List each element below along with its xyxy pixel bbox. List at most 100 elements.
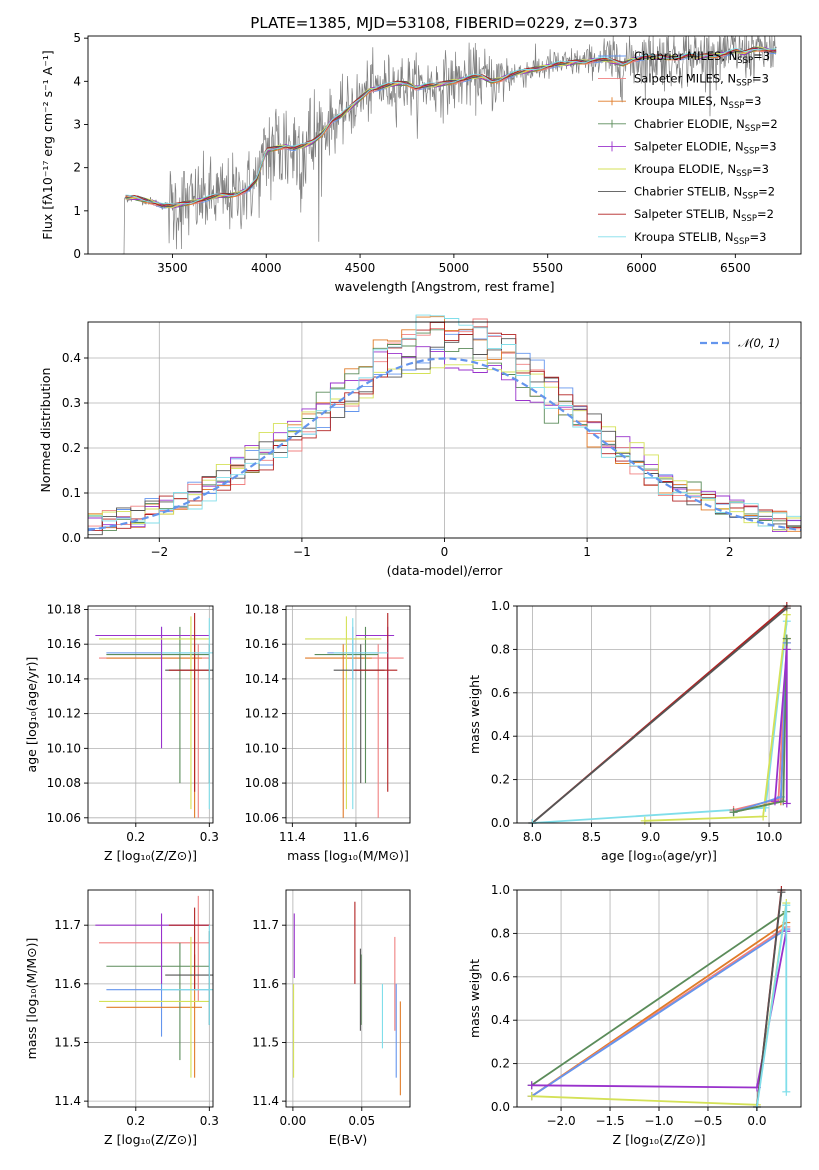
y-tick-label: 1.0 <box>491 599 510 613</box>
x-tick-label: 11.4 <box>279 830 306 844</box>
x-tick-label: 0.2 <box>126 1114 145 1128</box>
y-tick-label: 10.12 <box>47 707 81 721</box>
residuals-xlabel: (data-model)/error <box>387 563 504 578</box>
legend-label-text: Chabrier ELODIE, N <box>634 117 745 131</box>
x-tick-label: 5000 <box>439 261 470 275</box>
legend-label-chabrier_stelib: Chabrier STELIB, NSSP=2 <box>634 185 775 202</box>
x-tick-label: −1 <box>293 545 311 559</box>
weight-line-chabrier_stelib <box>756 892 783 1108</box>
y-tick-label: 0.4 <box>491 1013 510 1027</box>
legend-subscript: SSP <box>736 169 752 179</box>
legend-label-text: Chabrier MILES, N <box>634 49 737 63</box>
legend-label-salpeter_stelib: Salpeter STELIB, NSSP=2 <box>634 207 774 224</box>
y-tick-label: 0.6 <box>491 970 510 984</box>
ebv_vs_mass-frame <box>285 889 411 1108</box>
legend-nssp-value: =3 <box>744 94 761 108</box>
legend-nssp-value: =2 <box>761 117 778 131</box>
ebv_vs_mass-xlabel: E(B-V) <box>329 1132 368 1147</box>
legend-label-text: Kroupa STELIB, N <box>634 230 734 244</box>
weight-line-chabrier_stelib <box>531 607 788 824</box>
legend-label-text: Kroupa MILES, N <box>634 94 729 108</box>
model-line-kroupa_stelib <box>125 47 777 205</box>
x-tick-label: 2 <box>726 545 734 559</box>
legend-label-kroupa_miles: Kroupa MILES, NSSP=3 <box>634 94 761 111</box>
y-tick-label: 11.6 <box>252 977 279 991</box>
y-tick-label: 10.10 <box>245 741 279 755</box>
y-tick-label: 0.1 <box>62 486 81 500</box>
x-tick-label: 6500 <box>720 261 751 275</box>
z_vs_weight-ylabel: mass weight <box>467 959 482 1038</box>
z_vs_mass-frame <box>87 889 214 1108</box>
legend-label-salpeter_miles: Salpeter MILES, NSSP=3 <box>634 72 769 89</box>
x-tick-label: 1 <box>583 545 591 559</box>
y-tick-label: 10.14 <box>245 672 279 686</box>
weight-line-chabrier_elodie <box>531 910 787 1087</box>
legend-subscript: SSP <box>745 124 761 134</box>
x-tick-label: 4500 <box>345 261 376 275</box>
legend-subscript: SSP <box>742 192 758 202</box>
y-tick-label: 1.0 <box>491 883 510 897</box>
x-tick-label: 0.05 <box>348 1114 375 1128</box>
legend-subscript: SSP <box>729 101 745 111</box>
x-tick-label: 9.5 <box>700 830 719 844</box>
legend-nssp-value: =3 <box>753 49 770 63</box>
y-tick-label: 0 <box>73 247 81 261</box>
legend-label-text: Salpeter ELODIE, N <box>634 139 744 153</box>
legend-label-text: Salpeter STELIB, N <box>634 207 741 221</box>
legend-nssp-value: =3 <box>749 230 766 244</box>
x-tick-label: 3500 <box>157 261 188 275</box>
x-tick-label: 0 <box>441 545 449 559</box>
y-tick-label: 11.5 <box>252 1035 279 1049</box>
y-tick-label: 0.8 <box>491 642 510 656</box>
y-tick-label: 0.8 <box>491 926 510 940</box>
x-tick-label: 0.2 <box>126 830 145 844</box>
residual-histogram-chabrier_stelib <box>88 334 801 536</box>
x-tick-label: −1.0 <box>644 1114 673 1128</box>
z_vs_weight-xlabel: Z [log₁₀(Z/Z⊙)] <box>613 1132 706 1147</box>
legend-label-text: Chabrier STELIB, N <box>634 185 742 199</box>
y-tick-label: 0.2 <box>62 441 81 455</box>
residual-histogram-salpeter_stelib <box>88 321 801 532</box>
legend-nssp-value: =2 <box>758 185 775 199</box>
y-tick-label: 10.18 <box>47 602 81 616</box>
y-tick-label: 10.12 <box>245 707 279 721</box>
normal-distribution-line <box>87 357 802 532</box>
y-tick-label: 10.06 <box>47 811 81 825</box>
z_vs_age-frame <box>87 605 214 824</box>
spectrum-frame <box>87 35 802 255</box>
mass_vs_age-xlabel: mass [log₁₀(M/M⊙)] <box>287 848 409 863</box>
x-tick-label: 11.6 <box>343 830 370 844</box>
legend-label-text: Kroupa ELODIE, N <box>634 162 736 176</box>
y-tick-label: 0.0 <box>62 531 81 545</box>
y-tick-label: 0.2 <box>491 1057 510 1071</box>
residual-histogram-kroupa_elodie <box>88 359 801 531</box>
y-tick-label: 1 <box>73 204 81 218</box>
residual-histogram-salpeter_elodie <box>88 346 801 533</box>
legend-label-text: Salpeter MILES, N <box>634 72 736 86</box>
legend-subscript: SSP <box>736 79 752 89</box>
x-tick-label: 4000 <box>251 261 282 275</box>
y-tick-label: 10.14 <box>47 672 81 686</box>
x-tick-label: 5500 <box>532 261 563 275</box>
legend-label-kroupa_stelib: Kroupa STELIB, NSSP=3 <box>634 230 766 247</box>
x-tick-label: 9.0 <box>641 830 660 844</box>
x-tick-label: −2 <box>150 545 168 559</box>
y-tick-label: 0.4 <box>62 351 81 365</box>
y-tick-label: 2 <box>73 161 81 175</box>
legend-nssp-value: =2 <box>757 207 774 221</box>
legend-nssp-value: =3 <box>752 72 769 86</box>
legend-subscript: SSP <box>734 237 750 247</box>
x-tick-label: 0.00 <box>280 1114 307 1128</box>
x-tick-label: 0.3 <box>200 1114 219 1128</box>
weight-line-chabrier_miles <box>531 928 787 1097</box>
x-tick-label: −1.5 <box>595 1114 624 1128</box>
legend-label-kroupa_elodie: Kroupa ELODIE, NSSP=3 <box>634 162 769 179</box>
y-tick-label: 10.18 <box>245 602 279 616</box>
y-tick-label: 10.08 <box>47 776 81 790</box>
legend-label-normal: 𝒩(0, 1) <box>738 336 780 350</box>
y-tick-label: 0.2 <box>491 773 510 787</box>
x-tick-label: 8.5 <box>582 830 601 844</box>
residuals-ylabel: Normed distribution <box>38 368 53 493</box>
legend-label-chabrier_elodie: Chabrier ELODIE, NSSP=2 <box>634 117 778 134</box>
